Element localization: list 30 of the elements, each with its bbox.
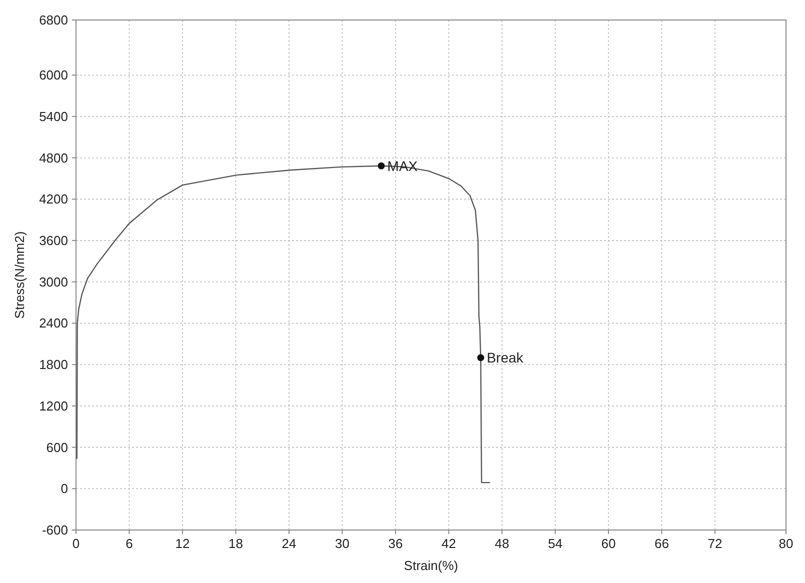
annotation: Break — [486, 350, 524, 366]
y-tick-label: 4200 — [39, 192, 68, 207]
y-tick-label: 5400 — [39, 108, 68, 124]
x-tick-label: 24 — [282, 536, 296, 551]
y-tick-label: -600 — [42, 522, 68, 538]
x-tick-label: 12 — [175, 536, 190, 551]
x-tick-label: 72 — [708, 536, 722, 551]
y-tick-label: 3000 — [39, 274, 68, 290]
y-tick-label: 6800 — [39, 12, 68, 28]
y-tick-label: 3600 — [39, 233, 68, 248]
x-tick-label: 66 — [654, 536, 669, 551]
x-tick-label: 0 — [72, 536, 80, 551]
y-axis-title: Stress(N/mm2) — [12, 231, 27, 319]
x-tick-label: 36 — [388, 536, 403, 551]
x-tick-label: 54 — [548, 536, 562, 551]
x-tick-label: 18 — [228, 536, 243, 551]
x-tick-label: 48 — [494, 536, 510, 551]
x-tick-label: 60 — [601, 536, 616, 551]
y-tick-label: 6000 — [39, 68, 68, 83]
x-tick-label: 42 — [442, 536, 456, 551]
x-tick-label: 6 — [126, 536, 133, 551]
x-tick-label: 80 — [778, 536, 794, 551]
y-tick-label: 2400 — [39, 316, 68, 331]
x-tick-label: 30 — [335, 536, 350, 551]
y-tick-label: 600 — [46, 440, 68, 455]
y-tick-label: 0 — [60, 481, 68, 496]
y-tick-label: 1800 — [39, 357, 68, 372]
y-tick-label: 1200 — [39, 398, 68, 414]
y-tick-label: 4800 — [39, 150, 68, 166]
x-axis-title: Strain(%) — [404, 558, 458, 573]
